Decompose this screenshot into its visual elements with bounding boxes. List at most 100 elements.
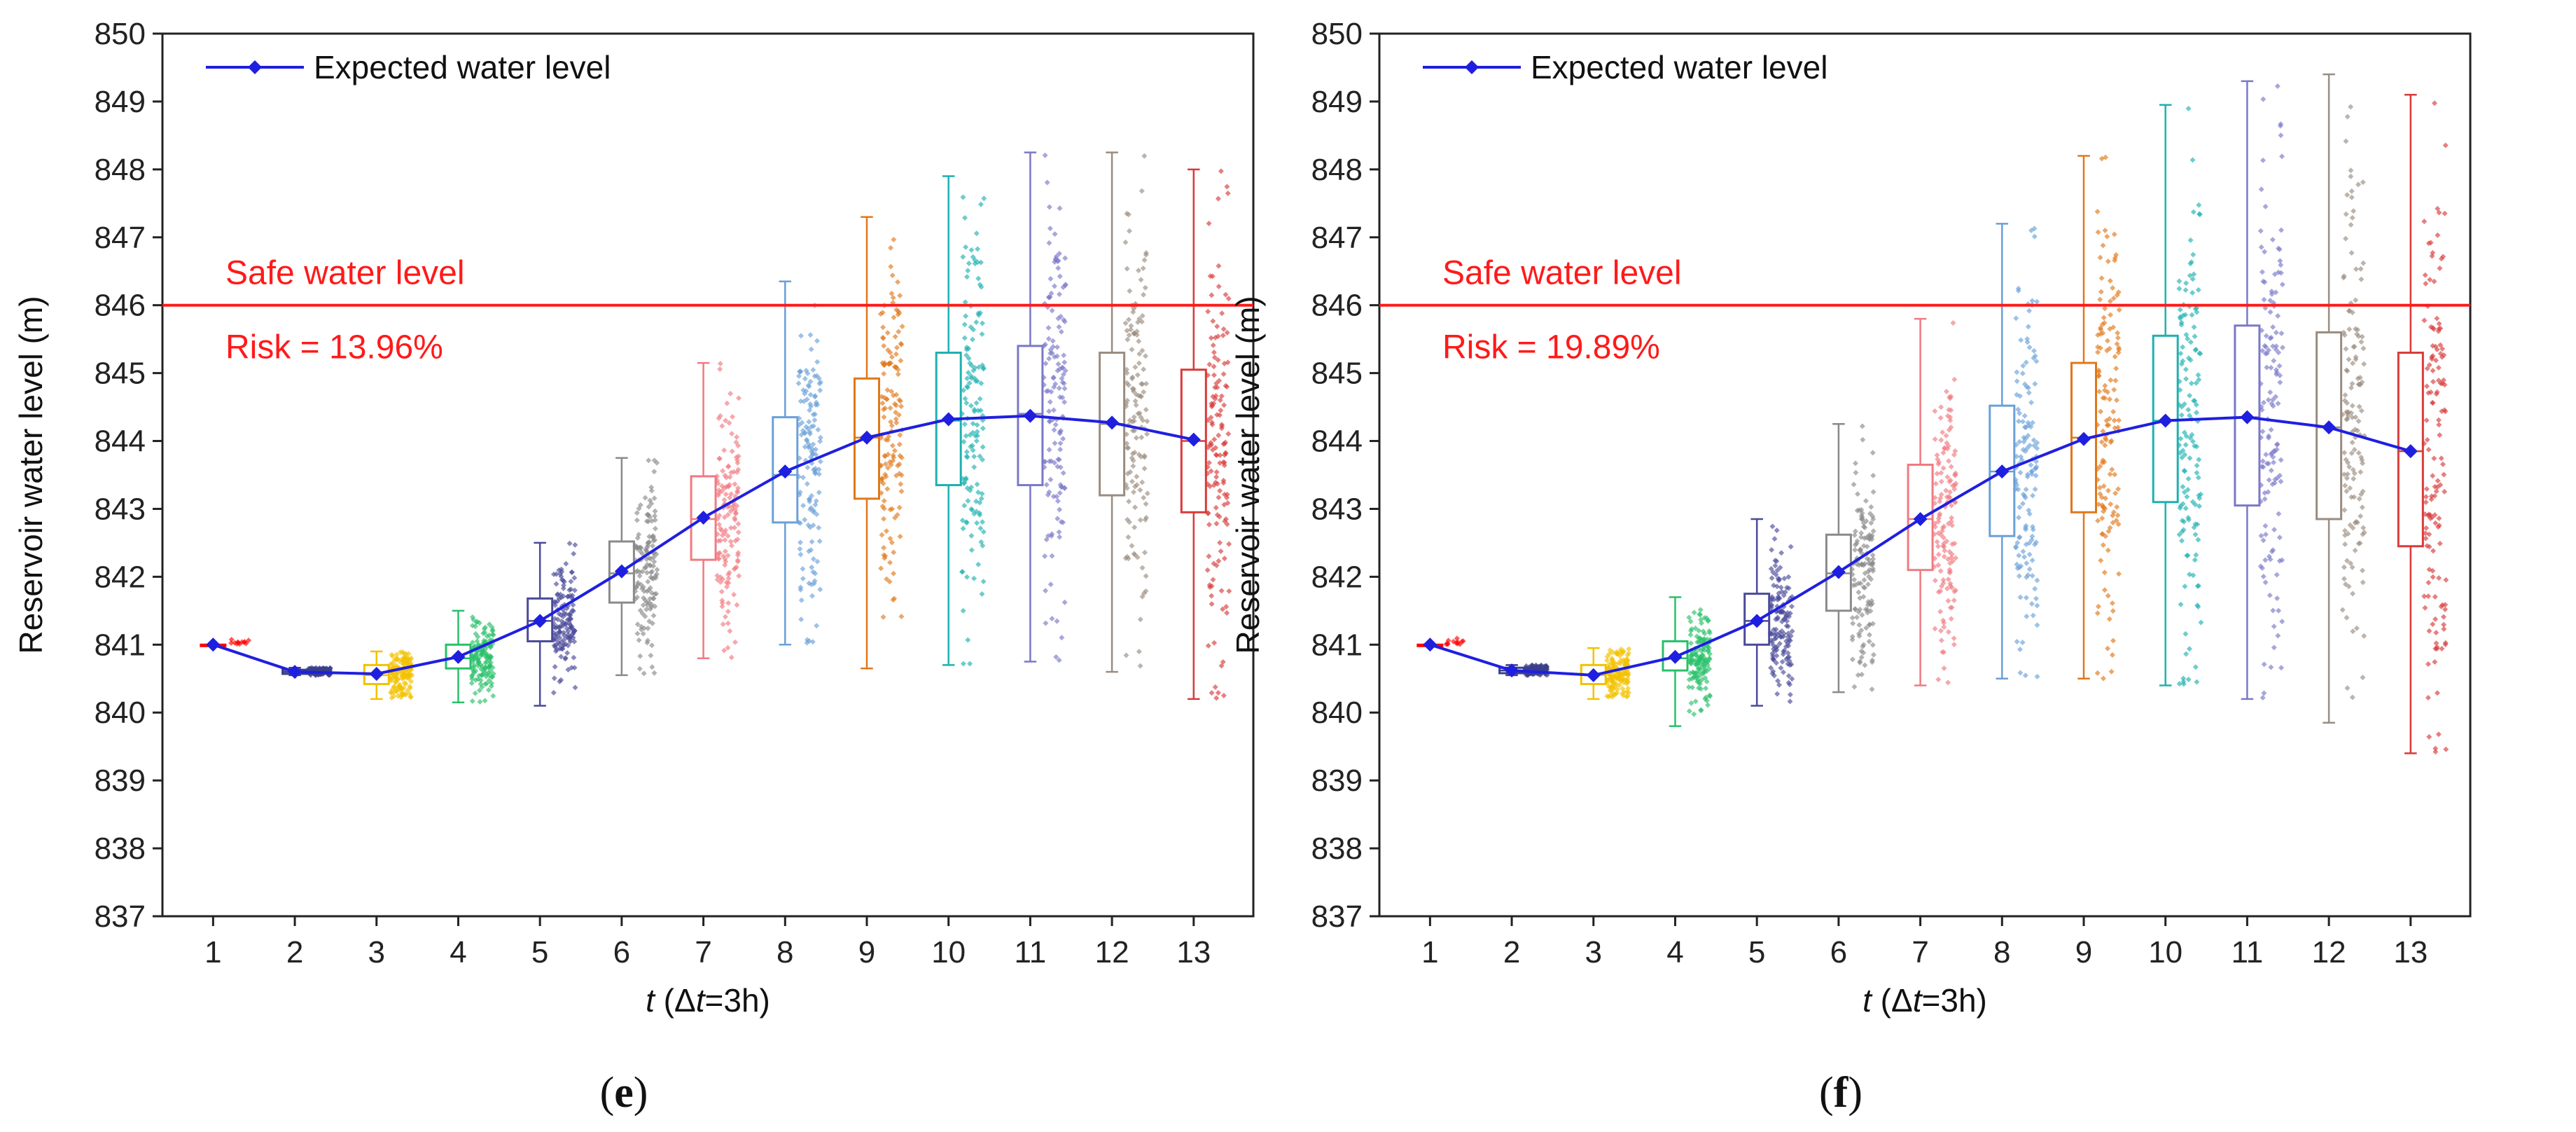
sample-point: [1045, 294, 1052, 301]
sample-point: [1938, 637, 1944, 644]
sample-point: [2353, 354, 2359, 360]
sample-point: [2101, 570, 2108, 576]
sample-point: [2265, 489, 2271, 495]
sample-point: [898, 398, 904, 404]
sample-point: [1859, 561, 1865, 567]
sample-point: [1125, 445, 1132, 451]
sample-point: [2108, 312, 2114, 318]
sample-point: [2094, 610, 2101, 616]
sample-point: [2262, 496, 2268, 502]
sample-point: [2101, 459, 2108, 465]
sample-point: [2260, 458, 2266, 464]
sample-point: [895, 312, 901, 318]
sample-point: [1047, 226, 1053, 232]
sample-point: [896, 412, 902, 418]
sample-point: [561, 579, 567, 585]
sample-point: [2432, 749, 2439, 755]
sample-point: [1141, 389, 1147, 395]
sample-point: [806, 419, 812, 425]
sample-point: [1851, 684, 1858, 690]
sample-point: [1937, 609, 1944, 615]
sample-point: [1941, 553, 1947, 560]
sample-point: [1454, 635, 1460, 642]
sample-point: [2432, 593, 2438, 600]
sample-point: [2339, 411, 2346, 417]
sample-point: [2181, 429, 2187, 436]
sample-point: [961, 387, 967, 394]
sample-point: [2276, 607, 2282, 614]
sample-point: [724, 584, 730, 590]
sample-point: [2341, 564, 2347, 570]
sample-point: [2437, 432, 2443, 439]
sample-point: [895, 371, 901, 378]
sample-point: [2262, 350, 2269, 357]
sample-point: [1126, 317, 1132, 323]
sample-point: [966, 380, 973, 386]
sample-point: [1942, 446, 1948, 452]
sample-point: [968, 247, 975, 253]
sample-point: [891, 236, 897, 242]
sample-point: [977, 453, 983, 460]
sample-point: [2025, 432, 2031, 439]
sample-point: [2348, 410, 2355, 416]
sample-point: [1789, 628, 1795, 635]
safe-water-level-label: Safe water level: [1442, 255, 1682, 292]
sample-point: [1144, 490, 1150, 497]
sample-point: [796, 415, 802, 422]
sample-point: [2430, 343, 2436, 349]
sample-point: [807, 332, 814, 338]
sample-point: [1217, 452, 1223, 458]
sample-point: [1132, 483, 1139, 490]
sample-point: [1047, 276, 1054, 282]
sample-point: [1624, 652, 1631, 658]
sample-point: [489, 624, 495, 630]
sample-point: [1940, 649, 1946, 655]
sample-point: [1209, 402, 1216, 408]
sample-point: [1950, 319, 1956, 326]
x-tick-label: 4: [1666, 935, 1683, 969]
sample-point: [653, 551, 660, 558]
sample-point: [2260, 573, 2267, 579]
sample-point: [1865, 581, 1871, 588]
sample-point: [571, 654, 577, 661]
sample-point: [1046, 240, 1052, 246]
sample-point: [228, 640, 235, 647]
y-tick-label: 841: [1311, 628, 1363, 662]
sample-point: [239, 639, 245, 645]
sample-point: [1858, 654, 1865, 661]
sample-point: [889, 388, 895, 394]
sample-point: [889, 291, 895, 297]
sample-point: [1216, 432, 1222, 439]
sample-point: [1945, 556, 1951, 562]
sample-point: [407, 683, 413, 689]
sample-point: [978, 380, 984, 387]
sample-point: [2279, 619, 2285, 625]
sample-point: [1057, 273, 1063, 279]
sample-point: [721, 497, 727, 503]
sample-point: [2182, 630, 2189, 637]
sample-point: [893, 420, 900, 426]
sample-point: [2099, 515, 2105, 521]
x-tick-label: 11: [1015, 935, 1047, 969]
sample-point: [889, 422, 895, 429]
sample-point: [1213, 479, 1219, 485]
sample-point: [2343, 235, 2349, 242]
sample-point: [734, 460, 741, 466]
y-tick-label: 842: [95, 560, 146, 594]
sample-point: [2266, 347, 2272, 353]
sample-point: [478, 665, 485, 672]
x-tick-label: 12: [2312, 935, 2346, 969]
sample-point: [2031, 233, 2038, 240]
x-tick-label: 3: [1585, 935, 1602, 969]
sample-point: [1859, 510, 1865, 516]
sample-point: [2182, 584, 2188, 590]
sample-point: [2100, 242, 2106, 249]
sample-point: [2438, 256, 2444, 262]
sample-point: [720, 621, 726, 628]
sample-point: [1616, 682, 1622, 689]
sample-point: [2422, 511, 2428, 518]
sample-point: [2262, 523, 2269, 529]
sample-point: [798, 584, 804, 591]
sample-point: [1211, 350, 1217, 356]
sample-point: [813, 498, 819, 504]
